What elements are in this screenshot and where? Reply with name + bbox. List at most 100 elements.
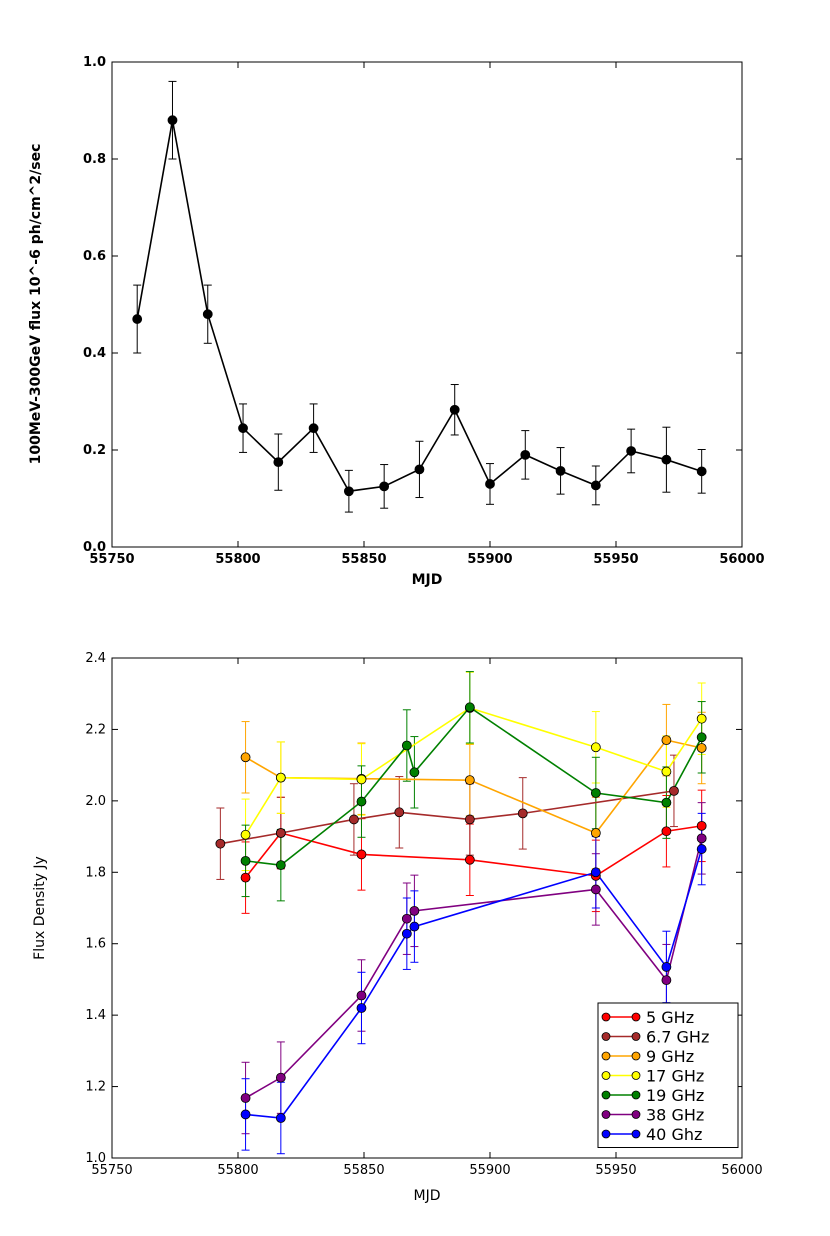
radio-flux-x-tick-label: 56000	[721, 1163, 762, 1178]
gamma-flux-series-gamma-ray-flux-point	[273, 457, 284, 468]
radio-flux-series-40-ghz-point	[696, 844, 707, 854]
radio-flux-series-19-ghz-point	[401, 740, 412, 751]
radio-flux-y-tick-label: 2.2	[85, 722, 106, 737]
radio-flux-y-tick-label: 1.2	[85, 1080, 106, 1095]
radio-flux-y-tick-label: 1.4	[85, 1008, 106, 1023]
gamma-flux-series-gamma-ray-flux-point	[520, 449, 531, 460]
radio-flux-series-9-ghz-point	[464, 775, 475, 786]
radio-flux-series-40-ghz-point	[661, 962, 672, 972]
radio-flux-series-40-ghz-line	[245, 848, 703, 1119]
legend-40-ghz-swatch-marker	[631, 1129, 641, 1139]
legend-38-ghz-label: 38 GHz	[646, 1106, 704, 1125]
radio-flux-series-5-ghz-point	[464, 854, 475, 865]
legend-6-7-ghz-swatch-marker	[631, 1032, 641, 1041]
radio-flux-series-38-ghz-point	[409, 905, 420, 916]
radio-flux-series-19-ghz-point	[275, 860, 286, 871]
gamma-flux-plot-area	[111, 61, 743, 548]
gamma-flux-series-gamma-ray-flux-point	[202, 309, 213, 320]
radio-flux-series-6-7-ghz-point	[349, 814, 359, 825]
radio-flux-y-tick-label: 2.0	[85, 794, 106, 809]
radio-flux-series-17-ghz-point	[240, 829, 251, 840]
gamma-flux-errorbars	[133, 80, 706, 513]
gamma-flux-series-gamma-ray-flux-point	[343, 486, 354, 497]
radio-flux-x-tick-label: 55950	[595, 1163, 636, 1178]
gamma-flux-series-gamma-ray-flux-point	[167, 115, 178, 126]
legend-17-ghz-label: 17 GHz	[646, 1067, 704, 1086]
radio-flux-series-9-ghz-point	[696, 743, 707, 753]
gamma-flux-x-tick-label: 56000	[719, 552, 764, 567]
legend-9-ghz-swatch-marker	[631, 1051, 641, 1061]
radio-flux-series-17-ghz-point	[590, 742, 601, 753]
legend-17-ghz-swatch-marker	[601, 1071, 611, 1080]
radio-flux-series-38-ghz-point	[275, 1072, 286, 1083]
gamma-flux-series-gamma-ray-flux-point	[626, 446, 637, 456]
radio-flux-chart: 55750 55800 55850 55900 55950 56000 1.0 1.2 1.4 1…	[32, 651, 763, 1204]
radio-flux-ticks: 55750 55800 55850 55900 55950 56000 1.0 1.2 1.4 1…	[85, 651, 762, 1178]
radio-flux-series-19-ghz-point	[464, 702, 475, 713]
radio-flux-x-tick-label: 55900	[469, 1163, 510, 1178]
gamma-flux-x-tick-label: 55800	[215, 552, 260, 567]
radio-flux-series-38-ghz-point	[401, 913, 412, 924]
legend-40-ghz-label: 40 Ghz	[646, 1125, 702, 1144]
gamma-flux-y-tick-label: 1.0	[83, 55, 106, 70]
gamma-flux-ticks: 55750 55800 55850 55900 55950 56000 0.0 0.2 0.4 0…	[83, 55, 765, 567]
legend-19-ghz-swatch-marker	[631, 1090, 641, 1100]
radio-flux-x-tick-label: 55750	[91, 1163, 132, 1178]
radio-flux-series-19-ghz-point	[661, 797, 672, 808]
radio-flux-series-5-ghz-point	[661, 826, 672, 837]
radio-flux-series-40-ghz-point	[590, 867, 601, 878]
gamma-flux-y-axis-label: 100MeV-300GeV flux 10^-6 ph/cm^2/sec	[28, 144, 44, 465]
gamma-flux-chart: 55750 55800 55850 55900 55950 56000 0.0 0.2 0.4 0…	[28, 55, 765, 588]
radio-flux-series-6-7-ghz-point	[394, 807, 405, 818]
radio-flux-series-40-ghz-point	[275, 1113, 286, 1123]
radio-flux-series-38-ghz-line	[245, 838, 703, 1099]
radio-flux-y-tick-label: 2.4	[85, 651, 106, 666]
gamma-flux-x-tick-label: 55750	[89, 552, 134, 567]
legend-17-ghz-swatch-marker	[631, 1071, 641, 1080]
gamma-flux-series-gamma-ray-flux-point	[238, 423, 248, 434]
radio-flux-series-6-7-ghz-point	[464, 814, 475, 825]
gamma-flux-series-gamma-ray-flux-point	[485, 479, 495, 489]
legend-5-ghz-label: 5 GHz	[646, 1008, 694, 1027]
gamma-flux-series-gamma-ray-flux-point	[590, 480, 601, 491]
legend-38-ghz-swatch-marker	[601, 1110, 611, 1119]
radio-flux-series-40-ghz-point	[401, 928, 412, 939]
gamma-flux-x-axis-label: MJD	[412, 572, 443, 588]
radio-flux-points	[215, 702, 707, 1123]
gamma-flux-series-gamma-ray-flux-point	[414, 464, 425, 475]
radio-flux-series-17-ghz-point	[275, 772, 286, 783]
radio-flux-series-19-ghz-point	[409, 767, 420, 778]
gamma-flux-y-tick-label: 0.6	[83, 249, 106, 264]
gamma-flux-y-tick-label: 0.8	[83, 152, 106, 167]
radio-flux-y-tick-label: 1.0	[85, 1151, 106, 1166]
legend-38-ghz-swatch-marker	[631, 1110, 641, 1119]
gamma-flux-series-gamma-ray-flux-point	[696, 466, 707, 477]
radio-flux-series-6-7-ghz-point	[215, 838, 226, 849]
gamma-flux-series-gamma-ray-flux-point	[308, 423, 319, 434]
gamma-flux-x-tick-label: 55900	[467, 552, 512, 567]
gamma-flux-series-gamma-ray-flux-point	[132, 314, 143, 324]
radio-flux-series-5-ghz-point	[696, 820, 707, 831]
radio-flux-x-axis-label: MJD	[414, 1188, 441, 1204]
radio-flux-series-6-7-ghz-point	[517, 808, 528, 819]
radio-flux-y-axis-label: Flux Density Jy	[32, 856, 48, 960]
legend-6-7-ghz-swatch-marker	[601, 1032, 611, 1041]
legend-9-ghz-swatch-marker	[601, 1051, 611, 1061]
legend-9-ghz-label: 9 GHz	[646, 1047, 694, 1066]
legend-5-ghz-swatch-marker	[631, 1012, 641, 1022]
gamma-flux-points	[132, 115, 707, 497]
radio-flux-series-9-ghz-point	[240, 752, 251, 763]
radio-flux-series-19-ghz-point	[696, 732, 707, 743]
radio-flux-series-17-ghz-point	[661, 766, 672, 777]
gamma-flux-x-tick-label: 55850	[341, 552, 386, 567]
radio-flux-series-19-ghz-point	[590, 788, 601, 798]
radio-flux-series-38-ghz-point	[696, 833, 707, 844]
radio-flux-series-40-ghz-point	[356, 1003, 367, 1013]
gamma-flux-series-gamma-ray-flux-point	[555, 465, 566, 476]
radio-flux-series-5-ghz-point	[356, 849, 367, 860]
radio-flux-x-tick-label: 55850	[343, 1163, 384, 1178]
radio-flux-series-40-ghz-point	[409, 921, 420, 932]
gamma-flux-y-tick-label: 0.2	[83, 443, 106, 458]
